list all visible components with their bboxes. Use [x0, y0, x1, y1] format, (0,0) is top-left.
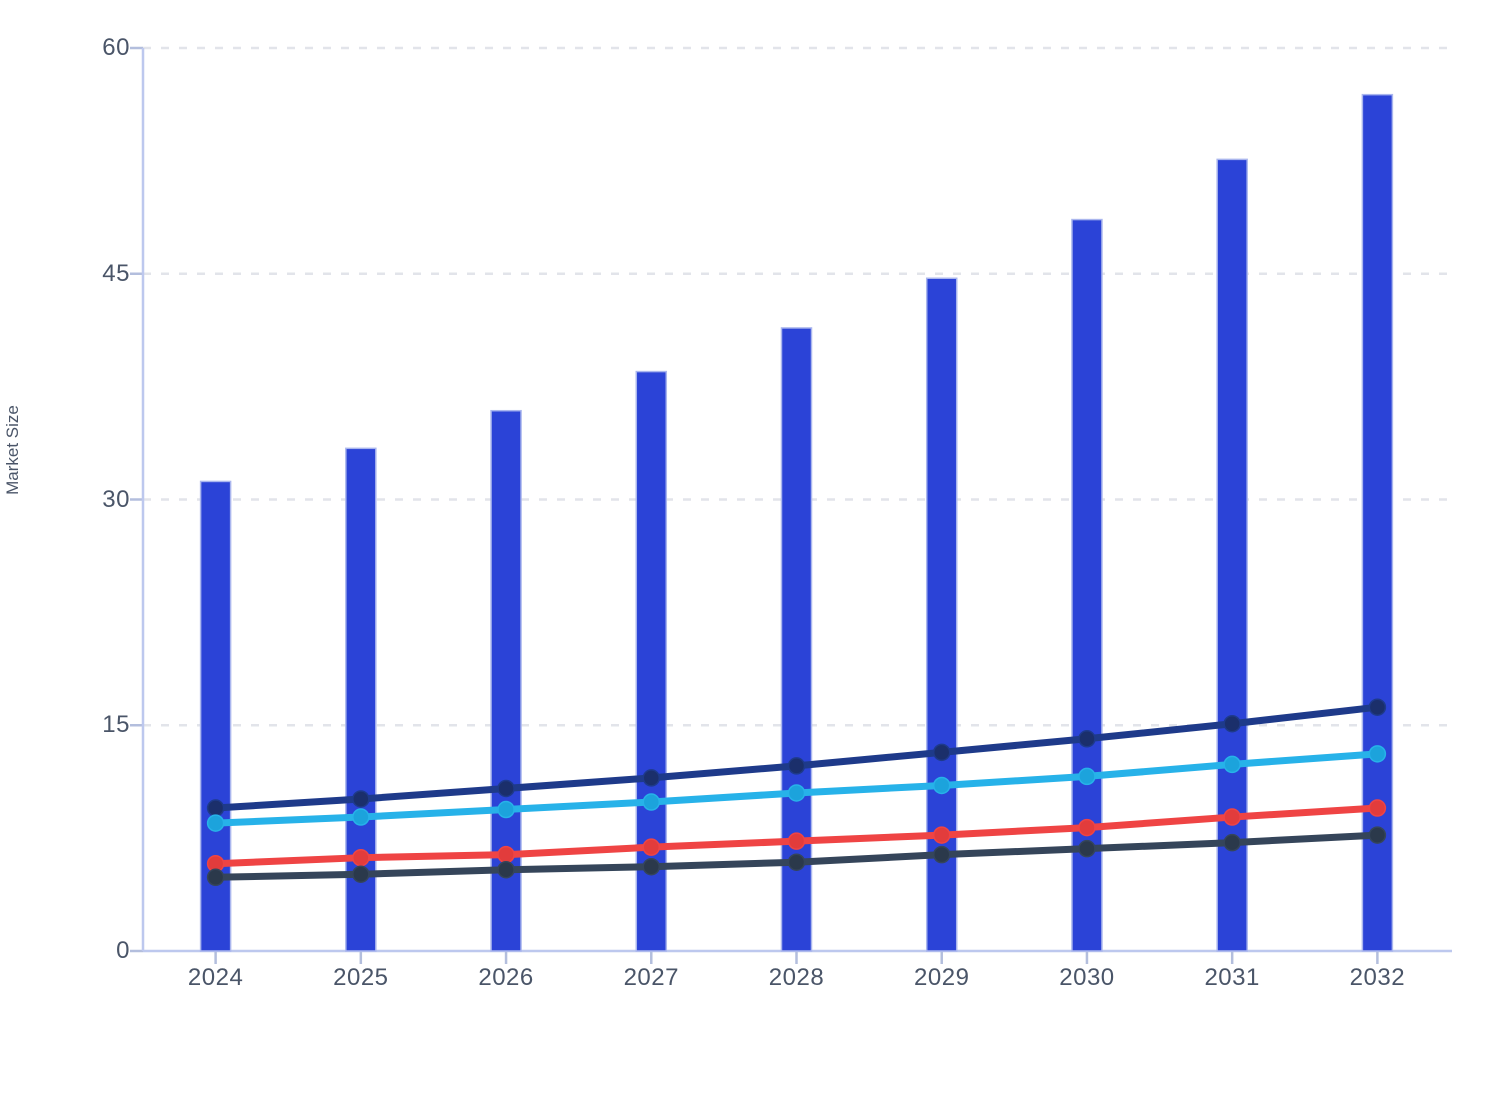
line-cyan-point-2026 — [497, 800, 515, 819]
line-slate-point-2031 — [1223, 833, 1241, 852]
y-tick-label-15: 15 — [102, 711, 130, 739]
line-slate-point-2030 — [1078, 839, 1096, 858]
line-cyan-point-2030 — [1078, 767, 1096, 786]
line-navy-point-2029 — [932, 743, 951, 762]
x-tick-label-2032: 2032 — [1349, 964, 1406, 991]
line-red-point-2025 — [352, 848, 370, 867]
y-tick-label-45: 45 — [102, 259, 130, 287]
x-tick-label-2026: 2026 — [478, 964, 534, 991]
line-red-point-2026 — [497, 845, 515, 864]
line-navy-point-2024 — [206, 799, 225, 817]
x-tick-label-2030: 2030 — [1059, 964, 1115, 991]
line-navy-point-2032 — [1368, 698, 1387, 716]
line-navy-point-2026 — [497, 779, 515, 798]
x-tick-label-2027: 2027 — [623, 964, 679, 991]
line-navy-point-2025 — [352, 790, 370, 808]
line-slate-point-2032 — [1368, 826, 1387, 844]
line-red-point-2028 — [787, 832, 806, 850]
y-tick-label-60: 60 — [102, 34, 130, 61]
line-cyan-point-2027 — [642, 793, 661, 811]
line-cyan-point-2028 — [787, 784, 806, 802]
line-slate-point-2024 — [206, 868, 225, 887]
line-cyan-point-2032 — [1368, 745, 1387, 763]
line-red-point-2027 — [642, 838, 661, 856]
line-navy-point-2031 — [1223, 714, 1241, 733]
y-tick-label-0: 0 — [116, 937, 130, 964]
line-navy-point-2027 — [642, 769, 661, 787]
x-tick-label-2025: 2025 — [333, 964, 389, 991]
x-tick-label-2031: 2031 — [1204, 964, 1260, 991]
bar-2031 — [1216, 158, 1248, 952]
line-slate-point-2029 — [932, 845, 951, 864]
line-slate-point-2025 — [352, 865, 370, 883]
x-tick-label-2029: 2029 — [914, 964, 970, 991]
line-navy-point-2028 — [787, 757, 806, 775]
line-cyan-point-2029 — [932, 776, 951, 795]
x-tick-label-2028: 2028 — [768, 964, 825, 991]
line-cyan-point-2025 — [352, 808, 370, 826]
line-cyan-point-2031 — [1223, 755, 1241, 774]
line-cyan-point-2024 — [206, 814, 225, 832]
line-red-point-2030 — [1078, 818, 1096, 837]
x-tick-label-2024: 2024 — [187, 964, 244, 991]
line-red-point-2031 — [1223, 808, 1241, 826]
line-navy-point-2030 — [1078, 730, 1096, 748]
line-slate-point-2027 — [642, 857, 661, 876]
y-tick-label-30: 30 — [102, 485, 130, 513]
line-slate-point-2026 — [497, 860, 515, 879]
line-red-point-2029 — [932, 826, 951, 844]
y-axis-title: Market Size — [3, 405, 22, 495]
line-slate-point-2028 — [787, 853, 806, 871]
bar-2032 — [1361, 93, 1394, 952]
line-red-point-2032 — [1368, 799, 1387, 817]
